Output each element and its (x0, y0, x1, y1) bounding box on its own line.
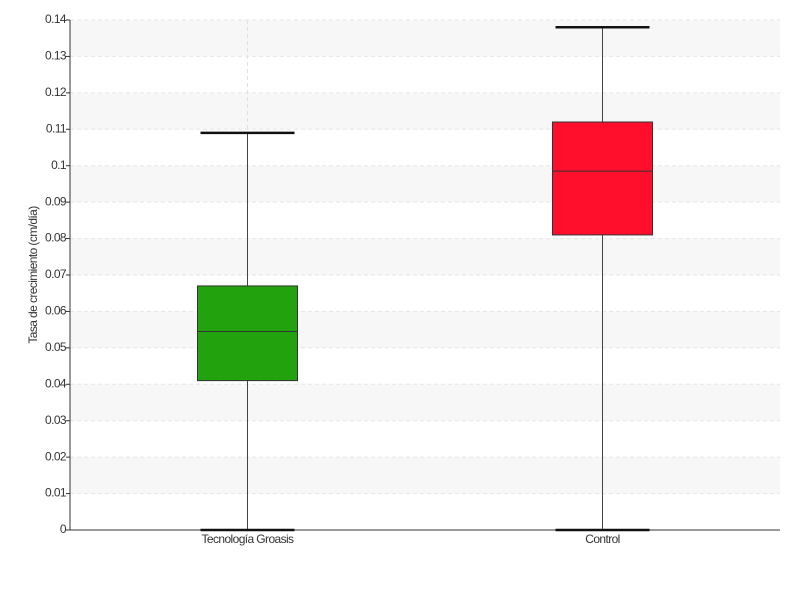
y-tick-label: 0.03 (45, 413, 67, 427)
y-tick-label: 0.13 (45, 49, 67, 63)
y-tick-label: 0.12 (45, 85, 67, 99)
y-tick-label: 0.04 (45, 376, 67, 390)
y-tick-label: 0.06 (45, 304, 67, 318)
grid-band (70, 384, 780, 421)
x-tick-label: Control (585, 532, 619, 546)
box (197, 285, 298, 382)
plot-background (70, 19, 780, 531)
grid-band (70, 457, 780, 494)
grid-band (70, 311, 780, 348)
x-tick-label: Tecnología Groasis (202, 532, 295, 546)
y-tick-label: 0.05 (45, 340, 67, 354)
box (552, 121, 653, 236)
y-tick-label: 0.11 (46, 121, 67, 135)
y-tick-label: 0.02 (45, 449, 67, 463)
y-axis-label: Tasa de crecimiento (cm/día) (26, 206, 40, 344)
y-tick-label: 0.1 (51, 158, 67, 172)
y-tick-label: 0.01 (45, 486, 67, 500)
y-tick-label: 0.09 (45, 194, 67, 208)
y-tick-label: 0 (60, 522, 67, 536)
grid-band (70, 92, 780, 130)
y-tick-label: 0.07 (45, 267, 67, 281)
grid-band (70, 238, 780, 275)
grid-band (70, 165, 780, 203)
grid-band (70, 20, 780, 57)
y-tick-label: 0.08 (45, 231, 67, 245)
y-tick-label: 0.14 (45, 12, 67, 26)
